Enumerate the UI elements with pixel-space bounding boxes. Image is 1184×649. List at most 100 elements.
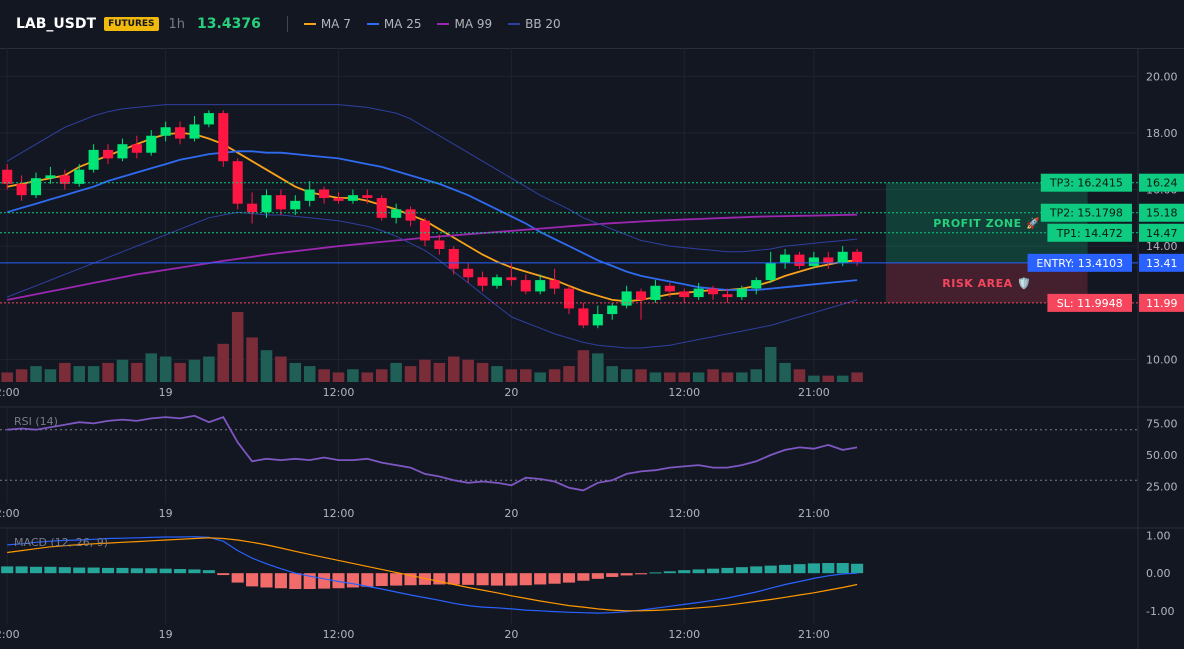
candle-body bbox=[175, 127, 186, 139]
volume-bar bbox=[246, 337, 258, 382]
macd-histogram-bar bbox=[634, 573, 648, 575]
volume-bar bbox=[548, 369, 561, 382]
legend-ma99[interactable]: MA 99 bbox=[437, 17, 492, 31]
volume-bar bbox=[390, 362, 402, 382]
candle-body bbox=[391, 209, 402, 218]
macd-tick-label: 0.00 bbox=[1146, 567, 1171, 580]
level-axis-label: 13.41 bbox=[1146, 257, 1178, 270]
macd-histogram-bar bbox=[375, 573, 388, 586]
candle-body bbox=[477, 277, 488, 286]
series-line-bb-lower bbox=[7, 211, 858, 349]
volume-bar bbox=[275, 356, 287, 382]
macd-histogram-bar bbox=[649, 572, 662, 574]
macd-histogram-bar bbox=[721, 567, 734, 574]
candle-body bbox=[218, 113, 229, 162]
macd-histogram-bar bbox=[1, 566, 14, 574]
profit-zone bbox=[885, 182, 1088, 263]
volume-bar bbox=[303, 366, 316, 382]
legend-ma25[interactable]: MA 25 bbox=[366, 17, 421, 31]
time-axis-label: 20 bbox=[504, 386, 518, 399]
macd-histogram-bar bbox=[562, 573, 576, 583]
rsi-title: RSI (14) bbox=[14, 415, 58, 428]
volume-bar bbox=[447, 356, 460, 382]
macd-histogram-bar bbox=[447, 573, 460, 585]
last-price: 13.4376 bbox=[197, 16, 261, 32]
macd-histogram-bar bbox=[15, 566, 28, 574]
macd-histogram-bar bbox=[692, 569, 705, 574]
time-axis-label: 12:00 bbox=[323, 628, 355, 641]
level-axis-tag bbox=[1139, 253, 1184, 272]
candle-body bbox=[102, 149, 114, 159]
rsi-line bbox=[7, 414, 858, 492]
symbol-name[interactable]: LAB_USDT bbox=[16, 16, 97, 32]
volume-bar bbox=[707, 369, 719, 382]
candle-body bbox=[362, 195, 373, 199]
volume-bar bbox=[102, 362, 114, 382]
macd-histogram-bar bbox=[332, 573, 345, 589]
macd-histogram-bar bbox=[217, 573, 230, 576]
volume-bar bbox=[779, 362, 791, 382]
volume-bar bbox=[419, 359, 431, 382]
candle-body bbox=[2, 169, 13, 184]
volume-bar bbox=[15, 369, 28, 382]
candle-body bbox=[664, 285, 675, 292]
candle-body bbox=[852, 251, 863, 262]
macd-histogram-bar bbox=[534, 573, 547, 585]
volume-bar bbox=[692, 372, 705, 382]
macd-histogram-bar bbox=[663, 571, 676, 574]
time-axis-label: 12:00 bbox=[668, 507, 700, 520]
candle-body bbox=[635, 291, 647, 300]
macd-histogram-bar bbox=[476, 573, 489, 586]
price-tick-label: 10.00 bbox=[1146, 353, 1178, 366]
candle-body bbox=[304, 189, 315, 201]
time-axis-label: 20 bbox=[504, 507, 518, 520]
volume-bar bbox=[433, 362, 446, 382]
macd-histogram-bar bbox=[289, 573, 302, 589]
legend-swatch-icon bbox=[437, 23, 450, 25]
macd-histogram-bar bbox=[346, 573, 359, 588]
rsi-tick-label: 50.00 bbox=[1146, 449, 1178, 462]
level-axis-label: 16.24 bbox=[1146, 177, 1178, 190]
volume-bar bbox=[476, 362, 489, 382]
candle-body bbox=[405, 209, 416, 221]
volume-bar bbox=[361, 372, 374, 382]
legend-ma7[interactable]: MA 7 bbox=[303, 17, 351, 31]
candle-body bbox=[592, 314, 603, 326]
macd-line-signal bbox=[7, 537, 858, 612]
series-line-ma-25 bbox=[6, 150, 858, 291]
legend-swatch-icon bbox=[303, 23, 316, 25]
macd-histogram-bar bbox=[130, 568, 143, 574]
volume-bar bbox=[635, 369, 647, 382]
candle-body bbox=[261, 195, 272, 213]
candle-body bbox=[780, 254, 791, 264]
candle-body bbox=[463, 268, 474, 278]
volume-bar bbox=[491, 366, 503, 382]
candle-body bbox=[823, 257, 834, 264]
volume-bar bbox=[649, 372, 662, 382]
macd-histogram-bar bbox=[548, 573, 561, 584]
level-tag bbox=[1047, 223, 1132, 242]
volume-bar bbox=[563, 366, 575, 382]
timeframe[interactable]: 1h bbox=[168, 16, 186, 32]
macd-histogram-bar bbox=[764, 565, 777, 574]
legend-swatch-icon bbox=[366, 23, 379, 25]
price-tick-label: 18.00 bbox=[1146, 127, 1178, 140]
macd-title: MACD (12, 26, 9) bbox=[14, 536, 108, 549]
volume-bar bbox=[131, 362, 143, 382]
macd-histogram-bar bbox=[390, 573, 403, 586]
candle-body bbox=[419, 220, 430, 241]
rsi-tick-label: 75.00 bbox=[1146, 417, 1178, 430]
level-tag-label: TP2: 15.1798 bbox=[1049, 207, 1123, 220]
macd-histogram-bar bbox=[707, 568, 720, 574]
legend-bb20[interactable]: BB 20 bbox=[508, 17, 561, 31]
risk-zone-label: RISK AREA 🛡️ bbox=[942, 277, 1031, 290]
macd-histogram-bar bbox=[58, 567, 71, 574]
level-axis-tag bbox=[1139, 293, 1184, 312]
candle-body bbox=[736, 288, 747, 298]
time-axis-label: 21:00 bbox=[798, 507, 830, 520]
volume-bar bbox=[851, 372, 863, 382]
candle-body bbox=[650, 285, 661, 300]
candle-body bbox=[549, 280, 560, 289]
